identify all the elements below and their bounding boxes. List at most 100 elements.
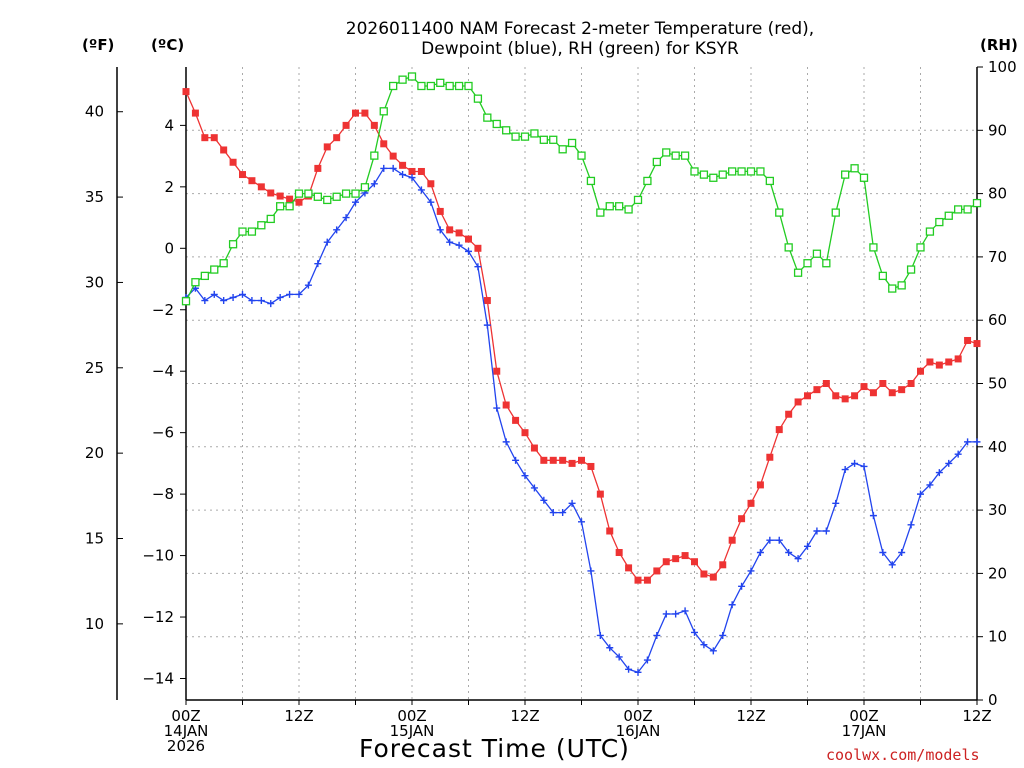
temperature-point: [436, 207, 444, 215]
rh-point: [699, 170, 709, 179]
dewpoint-point: [756, 549, 764, 557]
rh-point: [323, 195, 332, 205]
temperature-point: [361, 109, 369, 117]
temperature-point: [935, 361, 943, 369]
rh-point: [888, 284, 897, 293]
rh-point: [436, 78, 445, 87]
dewpoint-point: [540, 496, 548, 504]
temperature-point: [756, 481, 764, 489]
temperature-point: [474, 244, 482, 252]
temperature-point: [568, 459, 576, 467]
x-tick-label: 00Z: [397, 707, 426, 725]
rh-point: [417, 81, 426, 91]
rh-point: [445, 81, 454, 91]
fahrenheit-tick-label: 15: [85, 530, 104, 548]
dewpoint-point: [926, 481, 934, 489]
temperature-point: [578, 456, 585, 464]
series-layer: [181, 72, 982, 676]
dewpoint-point: [512, 456, 520, 464]
celsius-tick-label: −14: [142, 669, 174, 687]
dewpoint-point: [907, 521, 915, 529]
rh-tick-label: 90: [988, 121, 1007, 139]
dewpoint-point: [691, 628, 698, 636]
temperature-point: [455, 229, 463, 237]
celsius-tick-label: −10: [142, 547, 174, 565]
dewpoint-point: [239, 290, 246, 298]
rh-point: [313, 192, 322, 201]
dewpoint-point: [465, 247, 472, 255]
temperature-point: [898, 386, 906, 394]
dewpoint-point: [643, 656, 651, 664]
rh-point: [558, 145, 567, 154]
temperature-point: [606, 527, 614, 535]
temperature-point: [879, 380, 887, 387]
dewpoint-point: [333, 226, 341, 234]
rh-point: [549, 135, 558, 144]
rh-point: [181, 297, 191, 306]
temperature-point: [700, 570, 708, 578]
dewpoint-point: [615, 653, 623, 661]
rh-tick-label: 80: [988, 185, 1007, 203]
temperature-point: [888, 389, 896, 397]
dewpoint-point: [785, 549, 793, 557]
x-tick-label: 12Z: [962, 707, 991, 725]
temperature-point: [709, 573, 717, 581]
temperature-point: [945, 358, 953, 366]
dewpoint-point: [709, 647, 717, 655]
dewpoint-point: [888, 561, 896, 569]
rh-point: [944, 211, 953, 220]
temperature-point: [201, 134, 209, 142]
temperature-point: [191, 109, 199, 117]
x-tick-label: 12Z: [284, 707, 313, 725]
dewpoint-point: [879, 549, 887, 557]
temperature-point: [417, 167, 425, 175]
axes: [116, 66, 983, 705]
dewpoint-point: [738, 582, 746, 590]
rh-point: [859, 173, 869, 182]
temperature-point: [465, 235, 472, 243]
rh-point: [615, 202, 624, 211]
dewpoint-point: [719, 631, 727, 639]
rh-point: [398, 75, 407, 84]
temperature-point: [954, 355, 962, 363]
temperature-point: [964, 336, 972, 344]
temperature-point: [493, 367, 501, 375]
rh-point: [276, 202, 285, 211]
fahrenheit-tick-label: 20: [85, 444, 104, 462]
temperature-point: [549, 456, 557, 464]
rh-point: [850, 164, 859, 173]
rh-tick-label: 50: [988, 375, 1007, 393]
dewpoint-point: [502, 438, 510, 446]
rh-point: [746, 167, 756, 176]
rh-point: [906, 265, 916, 274]
credit-link[interactable]: coolwx.com/models: [826, 746, 980, 764]
temperature-point: [512, 416, 520, 424]
dewpoint-point: [935, 469, 943, 477]
rh-point: [671, 151, 680, 160]
rh-point: [266, 214, 275, 224]
rh-point: [304, 189, 313, 198]
rh-point: [954, 205, 963, 214]
rh-point: [793, 268, 803, 277]
rh-tick-label: 30: [988, 501, 1007, 519]
rh-point: [784, 243, 793, 252]
dewpoint-point: [606, 644, 614, 652]
temperature-point: [220, 146, 228, 154]
temperature-point: [728, 536, 736, 544]
fahrenheit-tick-label: 35: [85, 188, 104, 206]
dewpoint-point: [257, 297, 265, 305]
temperature-point: [380, 140, 388, 148]
dewpoint-point: [559, 509, 567, 517]
rh-point: [972, 198, 982, 208]
x-tick-label: 17JAN: [842, 722, 887, 740]
celsius-tick-label: −8: [152, 485, 174, 503]
dewpoint-point: [578, 518, 585, 526]
x-tick-label: 14JAN: [164, 722, 209, 740]
temperature-point: [257, 183, 265, 191]
rh-tick-label: 0: [988, 691, 998, 709]
rh-point: [379, 107, 388, 116]
rh-point: [407, 72, 417, 81]
dewpoint-point: [474, 263, 482, 271]
temperature-point: [267, 189, 275, 197]
rh-point: [539, 135, 548, 144]
